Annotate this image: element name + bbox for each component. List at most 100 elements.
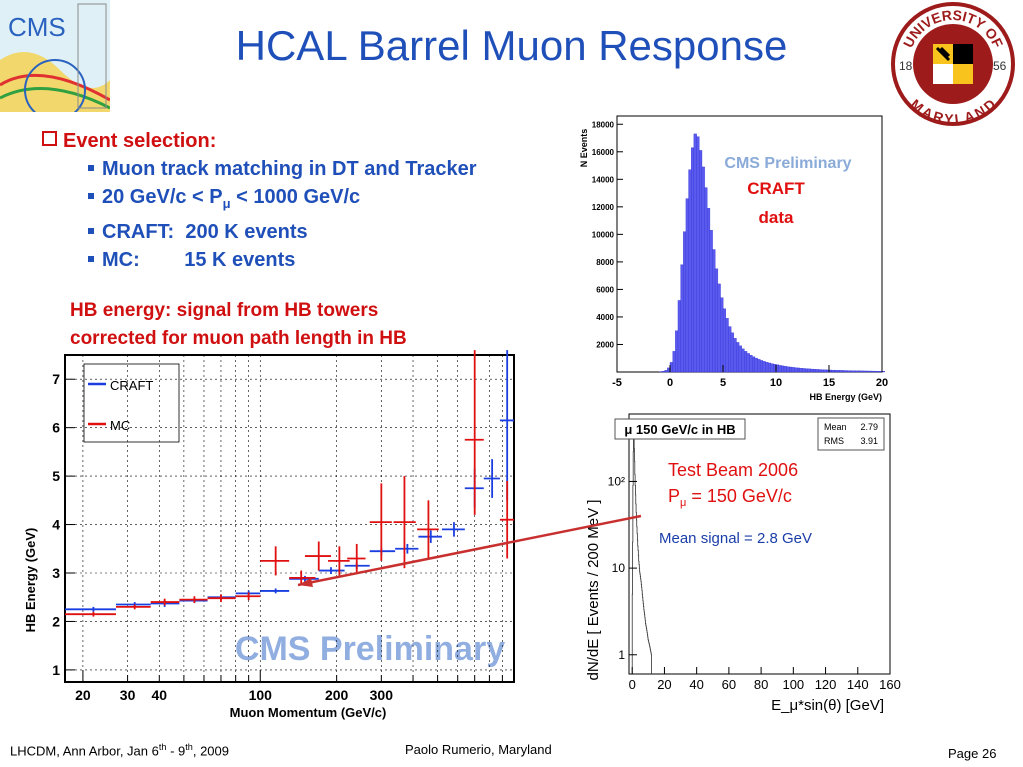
histogram-bar (781, 365, 785, 373)
x-tick-label: 30 (120, 687, 136, 703)
y-tick-label: 2000 (596, 340, 614, 349)
hb-energy-vs-momentum-chart: CMS Preliminary 1 2 3 4 5 6 7 20 30 40 100 200 300 H… (23, 350, 515, 720)
histogram-bar (664, 370, 668, 373)
y-tick-label: 8000 (596, 258, 614, 267)
stats-mean-label: Mean (824, 422, 847, 432)
histogram-bar (701, 166, 705, 373)
x-tick-label: 40 (689, 677, 703, 692)
list-item: Muon track matching in DT and Tracker (42, 155, 562, 183)
y-tick-label: 16000 (592, 148, 615, 157)
histogram-bar (794, 367, 798, 373)
histogram-bar (733, 338, 737, 373)
square-bullet-icon (88, 228, 94, 234)
y-tick-label: 7 (52, 371, 60, 387)
histogram-bar (728, 326, 732, 373)
y-tick-label: 10 (612, 561, 626, 575)
y-axis-label: N Events (579, 129, 589, 168)
histogram-bar (767, 362, 772, 373)
histogram-bar (744, 351, 748, 373)
stats-box: Mean 2.79 RMS 3.91 (817, 417, 885, 451)
craft-label: CRAFT (747, 179, 805, 198)
histogram-bar (797, 367, 801, 373)
x-tick-label: 200 (325, 687, 349, 703)
y-tick-label: 4000 (596, 313, 614, 322)
y-tick-label: 12000 (592, 203, 615, 212)
y-tick-label: 2 (52, 613, 60, 629)
histogram-bar (842, 370, 846, 373)
histogram-bar (791, 367, 795, 373)
histogram-bar (810, 368, 814, 373)
histogram-bar (749, 355, 753, 373)
cms-preliminary-watermark: CMS Preliminary (235, 630, 505, 668)
histogram-bar (704, 187, 708, 373)
y-tick-label: 6 (52, 420, 60, 436)
stats-mean-value: 2.79 (860, 422, 878, 432)
mean-signal-label: Mean signal = 2.8 GeV (659, 530, 812, 547)
y-tick-label: 14000 (592, 175, 615, 184)
histogram-bar (675, 330, 679, 373)
x-tick-label: 15 (823, 377, 835, 389)
histogram-bar (844, 370, 848, 373)
x-tick-label: 20 (75, 687, 91, 703)
histogram-bar (714, 268, 719, 373)
mc-data-point (115, 604, 151, 610)
histogram-bar (812, 369, 817, 373)
histogram-bar (868, 370, 872, 373)
x-tick-label: 10 (770, 377, 782, 389)
page-title: HCAL Barrel Muon Response (235, 22, 788, 69)
x-tick-label: 100 (782, 677, 804, 692)
histogram-bar (855, 370, 859, 373)
mc-data-point (235, 592, 261, 601)
histogram-bar (691, 147, 695, 373)
stats-rms-label: RMS (824, 436, 844, 446)
histogram-bar (741, 348, 745, 373)
histogram-bar (823, 369, 827, 373)
craft-data-point (499, 350, 514, 501)
x-axis-label: E_μ*sin(θ) [GeV] (771, 697, 884, 714)
histogram-bar (789, 366, 793, 373)
spectrum-line (631, 436, 652, 674)
list-item: MC: 15 K events (42, 246, 562, 274)
histogram-bar (720, 297, 724, 373)
footer-author: Paolo Rumerio, Maryland (405, 742, 552, 757)
histogram-bar (677, 300, 681, 373)
y-tick-label: 4 (52, 517, 60, 533)
histogram-bar (717, 283, 721, 373)
y-tick-label: 18000 (592, 120, 615, 129)
y-axis-label: dN/dE [ Events / 200 MeV ] (585, 500, 602, 681)
x-tick-label: 0 (667, 377, 673, 389)
cms-logo: CMS (0, 0, 110, 112)
square-bullet-icon (88, 165, 94, 171)
x-axis-label: Muon Momentum (GeV/c) (230, 705, 387, 720)
histogram-bar (863, 370, 867, 373)
x-tick-label: 60 (722, 677, 736, 692)
mc-data-point (207, 594, 236, 603)
histogram-bar (709, 230, 713, 373)
x-tick-label: 40 (152, 687, 168, 703)
x-axis-label: HB Energy (GeV) (809, 392, 882, 402)
mc-data-point (179, 596, 208, 604)
histogram-bar (783, 366, 787, 373)
y-tick-label: 3 (52, 565, 60, 581)
histogram-bar (871, 370, 875, 373)
histogram-bar (847, 370, 851, 373)
histogram-bar (736, 342, 740, 373)
title-box: μ 150 GeV/c in HB (614, 418, 746, 440)
histogram-bar (725, 318, 729, 373)
histogram-bar (757, 359, 761, 373)
x-tick-label: 20 (876, 377, 888, 389)
histogram-bar (672, 351, 676, 373)
histogram-bar (685, 198, 689, 373)
footer-event: LHCDM, Ann Arbor, Jan 6th - 9th, 2009 (10, 742, 229, 759)
y-tick-label: 5 (52, 468, 60, 484)
y-tick-label: 6000 (596, 285, 614, 294)
histogram-bar (759, 360, 764, 373)
mc-data-point (260, 546, 290, 576)
list-item: 20 GeV/c < Pμ < 1000 GeV/c (42, 183, 562, 218)
y-tick-label: 1 (52, 662, 60, 678)
x-tick-label: 160 (879, 677, 901, 692)
histogram-bar (722, 308, 726, 373)
umd-year-left: 18 (899, 59, 913, 73)
histogram-bar (839, 370, 843, 373)
test-beam-spectrum-chart: 1 10 10² 0 20 40 60 80 100 120 140 160 μ 150 GeV/c … (585, 413, 901, 714)
